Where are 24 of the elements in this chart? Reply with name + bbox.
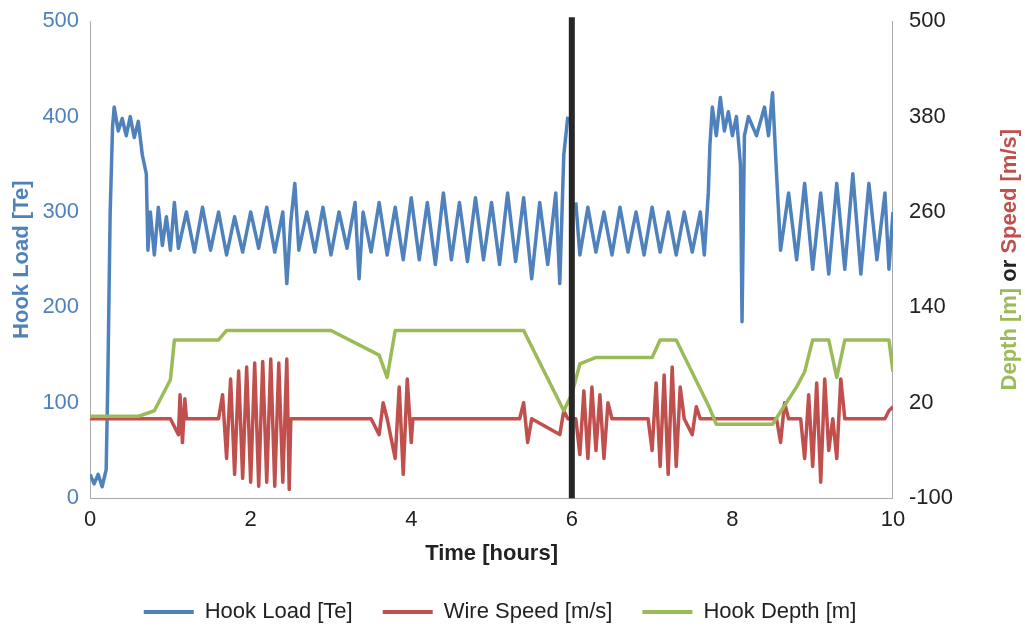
- x-axis-title: Time [hours]: [425, 539, 558, 565]
- y-axis-title: Hook Load [Te]: [8, 180, 34, 339]
- x-tick-label: 2: [244, 506, 257, 532]
- y-tick-label: 0: [66, 484, 80, 510]
- x-tick-label: 0: [83, 506, 97, 532]
- y2-tick-label: 260: [908, 198, 946, 224]
- y2-tick-label: 380: [908, 102, 946, 128]
- y-tick-label: 400: [42, 102, 80, 128]
- x-tick-label: 4: [405, 506, 418, 532]
- y-tick-label: 100: [42, 388, 80, 414]
- legend-label: Hook Load [Te]: [204, 598, 353, 624]
- x-tick-label: 8: [726, 506, 739, 532]
- x-tick-label: 10: [880, 506, 906, 532]
- x-tick-label: 6: [565, 506, 578, 532]
- y-tick-label: 500: [42, 7, 80, 33]
- y2-tick-label: -100: [908, 484, 954, 510]
- y-tick-label: 200: [42, 293, 80, 319]
- y2-tick-label: 140: [908, 293, 946, 319]
- y2-tick-label: 20: [908, 388, 934, 414]
- y-tick-label: 300: [42, 198, 80, 224]
- legend-label: Wire Speed [m/s]: [443, 598, 613, 624]
- y2-axis-title: Depth [m] or Speed [m/s]: [996, 128, 1022, 391]
- legend-label: Hook Depth [m]: [703, 598, 857, 624]
- y2-tick-label: 500: [908, 7, 946, 33]
